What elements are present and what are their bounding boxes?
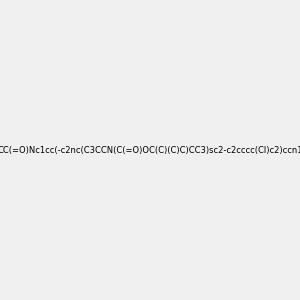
Text: CC(=O)Nc1cc(-c2nc(C3CCN(C(=O)OC(C)(C)C)CC3)sc2-c2cccc(Cl)c2)ccn1: CC(=O)Nc1cc(-c2nc(C3CCN(C(=O)OC(C)(C)C)C…: [0, 146, 300, 154]
